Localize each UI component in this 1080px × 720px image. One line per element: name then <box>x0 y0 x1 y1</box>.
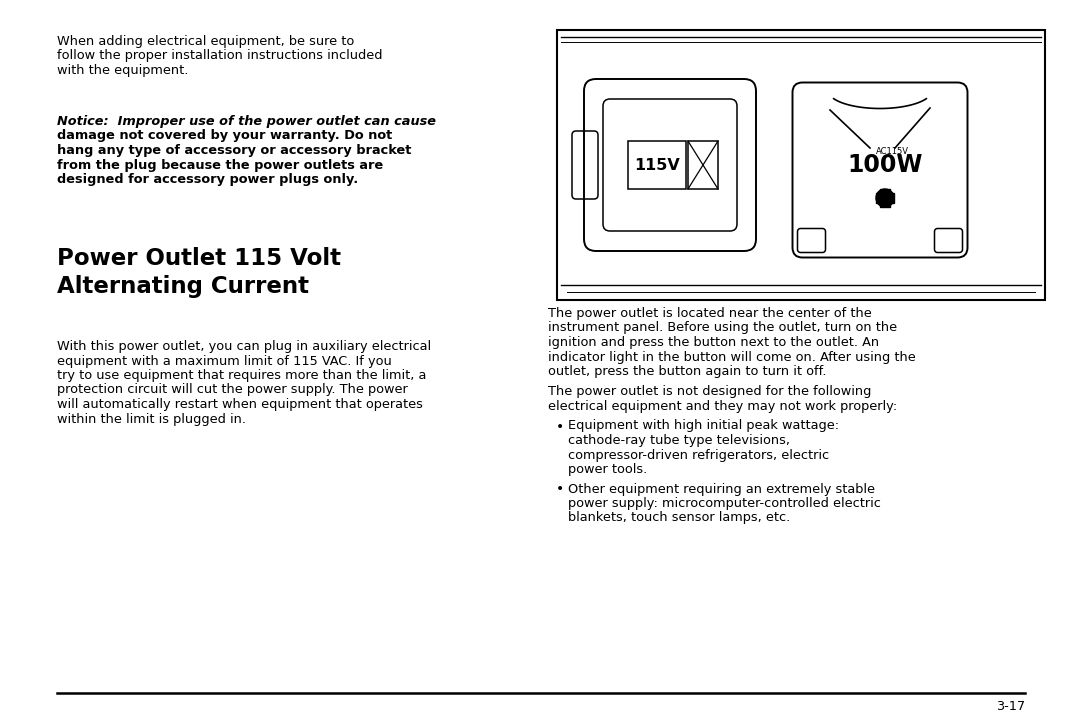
Text: will automatically restart when equipment that operates: will automatically restart when equipmen… <box>57 398 423 411</box>
Text: outlet, press the button again to turn it off.: outlet, press the button again to turn i… <box>548 365 826 378</box>
Text: follow the proper installation instructions included: follow the proper installation instructi… <box>57 50 382 63</box>
Text: AC115V: AC115V <box>876 147 908 156</box>
Text: The power outlet is not designed for the following: The power outlet is not designed for the… <box>548 385 872 398</box>
Bar <box>557 30 1045 300</box>
Text: with the equipment.: with the equipment. <box>57 64 188 77</box>
Text: 100W: 100W <box>848 153 922 177</box>
Bar <box>876 193 894 203</box>
Text: blankets, touch sensor lamps, etc.: blankets, touch sensor lamps, etc. <box>568 511 791 524</box>
Text: Notice:  Improper use of the power outlet can cause: Notice: Improper use of the power outlet… <box>57 115 436 128</box>
Text: from the plug because the power outlets are: from the plug because the power outlets … <box>57 158 383 171</box>
Text: damage not covered by your warranty. Do not: damage not covered by your warranty. Do … <box>57 130 392 143</box>
Text: •: • <box>556 420 564 433</box>
Text: instrument panel. Before using the outlet, turn on the: instrument panel. Before using the outle… <box>548 322 897 335</box>
Text: within the limit is plugged in.: within the limit is plugged in. <box>57 413 246 426</box>
Text: Equipment with high initial peak wattage:: Equipment with high initial peak wattage… <box>568 420 839 433</box>
Text: protection circuit will cut the power supply. The power: protection circuit will cut the power su… <box>57 384 408 397</box>
Text: hang any type of accessory or accessory bracket: hang any type of accessory or accessory … <box>57 144 411 157</box>
Bar <box>880 189 890 207</box>
Text: power supply: microcomputer-controlled electric: power supply: microcomputer-controlled e… <box>568 497 881 510</box>
Text: compressor-driven refrigerators, electric: compressor-driven refrigerators, electri… <box>568 449 829 462</box>
Text: electrical equipment and they may not work properly:: electrical equipment and they may not wo… <box>548 400 897 413</box>
Text: The power outlet is located near the center of the: The power outlet is located near the cen… <box>548 307 872 320</box>
Text: •: • <box>556 482 564 497</box>
Text: power tools.: power tools. <box>568 463 647 476</box>
Text: designed for accessory power plugs only.: designed for accessory power plugs only. <box>57 173 359 186</box>
Text: 3-17: 3-17 <box>996 700 1025 713</box>
Circle shape <box>876 189 894 207</box>
Text: 115V: 115V <box>634 158 680 173</box>
Text: Other equipment requiring an extremely stable: Other equipment requiring an extremely s… <box>568 482 875 495</box>
Bar <box>688 141 718 189</box>
Text: cathode-ray tube type televisions,: cathode-ray tube type televisions, <box>568 434 789 447</box>
Text: equipment with a maximum limit of 115 VAC. If you: equipment with a maximum limit of 115 VA… <box>57 354 392 367</box>
Text: Alternating Current: Alternating Current <box>57 275 309 298</box>
Text: Power Outlet 115 Volt: Power Outlet 115 Volt <box>57 247 341 270</box>
Text: try to use equipment that requires more than the limit, a: try to use equipment that requires more … <box>57 369 427 382</box>
Bar <box>627 141 686 189</box>
Text: When adding electrical equipment, be sure to: When adding electrical equipment, be sur… <box>57 35 354 48</box>
Text: With this power outlet, you can plug in auxiliary electrical: With this power outlet, you can plug in … <box>57 340 431 353</box>
Text: indicator light in the button will come on. After using the: indicator light in the button will come … <box>548 351 916 364</box>
Text: ignition and press the button next to the outlet. An: ignition and press the button next to th… <box>548 336 879 349</box>
